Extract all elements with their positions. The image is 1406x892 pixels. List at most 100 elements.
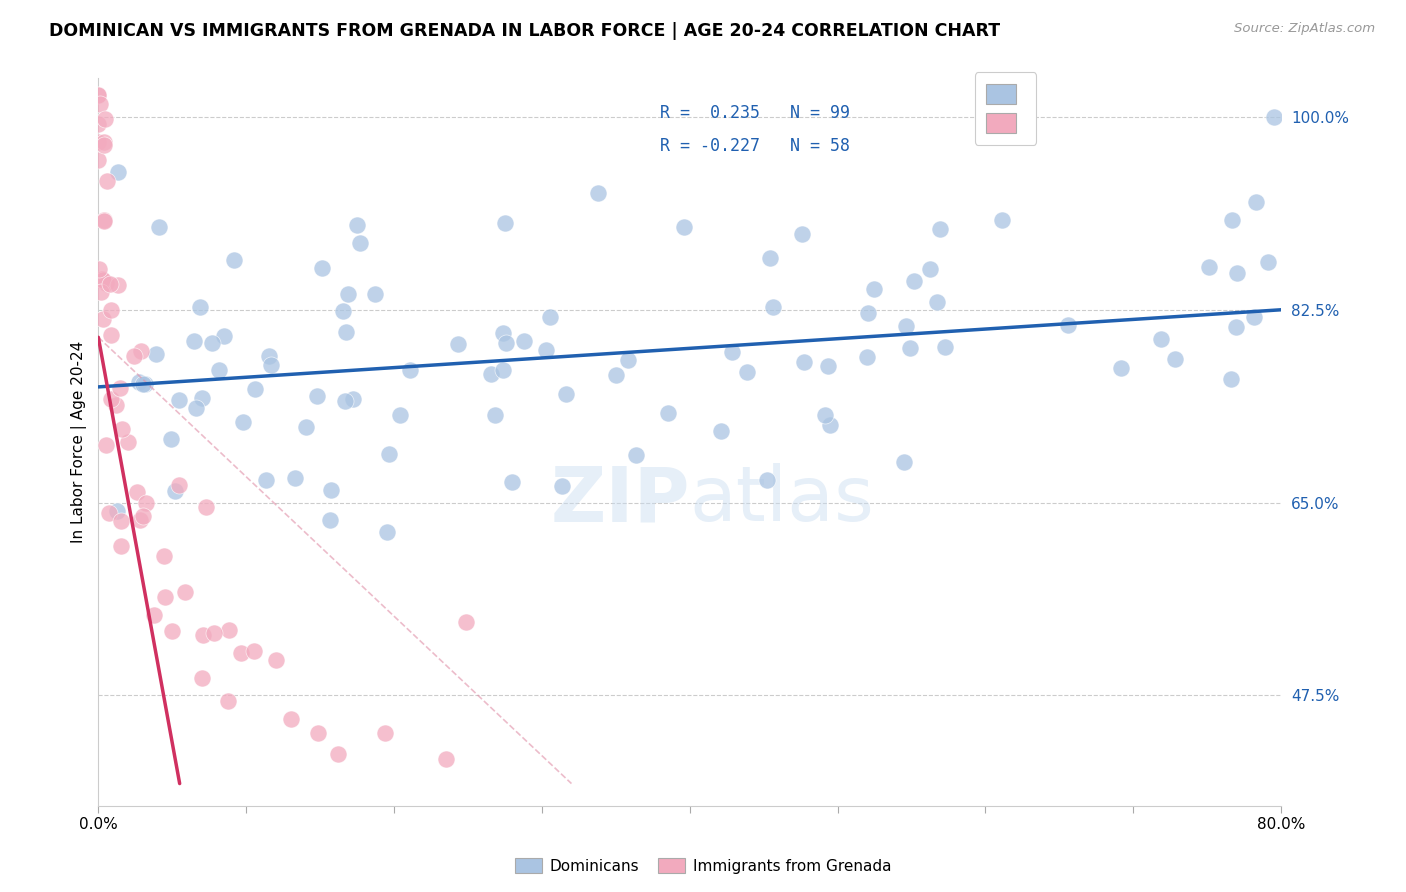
Text: DOMINICAN VS IMMIGRANTS FROM GRENADA IN LABOR FORCE | AGE 20-24 CORRELATION CHAR: DOMINICAN VS IMMIGRANTS FROM GRENADA IN … [49, 22, 1000, 40]
Point [817, 359, 839, 373]
Point [792, 227, 814, 241]
Point [104, 398, 127, 412]
Point [1225, 319, 1247, 334]
Point [893, 455, 915, 469]
Point [231, 646, 253, 660]
Point [307, 726, 329, 740]
Point [378, 447, 401, 461]
Point [98, 277, 121, 292]
Point [903, 274, 925, 288]
Point [129, 344, 152, 359]
Point [91, 311, 114, 326]
Point [218, 623, 240, 637]
Point [484, 408, 506, 422]
Y-axis label: In Labor Force | Age 20-24: In Labor Force | Age 20-24 [72, 341, 87, 543]
Point [257, 349, 280, 363]
Point [155, 590, 177, 604]
Point [129, 512, 152, 526]
Point [1198, 260, 1220, 274]
Text: R = -0.227   N = 58: R = -0.227 N = 58 [661, 136, 851, 154]
Point [555, 387, 578, 401]
Point [759, 251, 782, 265]
Point [91, 273, 114, 287]
Point [332, 303, 354, 318]
Point [534, 343, 557, 358]
Point [492, 326, 515, 340]
Point [326, 747, 349, 761]
Point [264, 653, 287, 667]
Point [96, 173, 118, 187]
Point [311, 260, 333, 275]
Point [1263, 110, 1285, 124]
Point [111, 422, 134, 436]
Point [735, 365, 758, 379]
Point [501, 475, 523, 490]
Point [184, 401, 207, 416]
Point [616, 352, 638, 367]
Point [295, 419, 318, 434]
Point [90, 285, 112, 299]
Point [657, 407, 679, 421]
Point [93, 214, 115, 228]
Point [856, 306, 879, 320]
Point [1220, 213, 1243, 227]
Point [762, 300, 785, 314]
Point [280, 712, 302, 726]
Point [125, 484, 148, 499]
Point [145, 347, 167, 361]
Point [195, 500, 218, 514]
Point [160, 432, 183, 446]
Point [319, 483, 342, 497]
Point [212, 328, 235, 343]
Point [208, 363, 231, 377]
Point [117, 434, 139, 449]
Point [492, 363, 515, 377]
Text: Source: ZipAtlas.com: Source: ZipAtlas.com [1234, 22, 1375, 36]
Point [342, 392, 364, 407]
Point [898, 341, 921, 355]
Point [254, 473, 277, 487]
Point [232, 415, 254, 429]
Point [709, 424, 731, 438]
Point [363, 286, 385, 301]
Point [217, 694, 239, 708]
Point [894, 319, 917, 334]
Point [105, 504, 128, 518]
Point [188, 301, 211, 315]
Point [87, 87, 110, 102]
Point [319, 513, 342, 527]
Point [346, 218, 368, 232]
Point [87, 153, 110, 168]
Text: atlas: atlas [690, 463, 875, 537]
Point [160, 624, 183, 638]
Point [94, 438, 117, 452]
Point [132, 377, 155, 392]
Point [124, 349, 146, 363]
Point [93, 137, 115, 152]
Point [399, 363, 422, 377]
Point [1226, 266, 1249, 280]
Point [110, 514, 132, 528]
Point [756, 473, 779, 487]
Point [375, 524, 398, 539]
Point [224, 252, 246, 267]
Point [107, 165, 129, 179]
Legend: Dominicans, Immigrants from Grenada: Dominicans, Immigrants from Grenada [509, 852, 897, 880]
Point [135, 496, 157, 510]
Legend: , : , [974, 72, 1036, 145]
Point [929, 222, 952, 236]
Point [1150, 332, 1173, 346]
Point [87, 117, 110, 131]
Point [538, 310, 561, 324]
Point [94, 112, 117, 126]
Point [163, 484, 186, 499]
Point [481, 367, 503, 381]
Point [134, 376, 156, 391]
Point [153, 549, 176, 563]
Point [991, 213, 1014, 227]
Point [447, 337, 470, 351]
Point [93, 135, 115, 149]
Point [201, 336, 224, 351]
Point [551, 479, 574, 493]
Point [100, 303, 122, 318]
